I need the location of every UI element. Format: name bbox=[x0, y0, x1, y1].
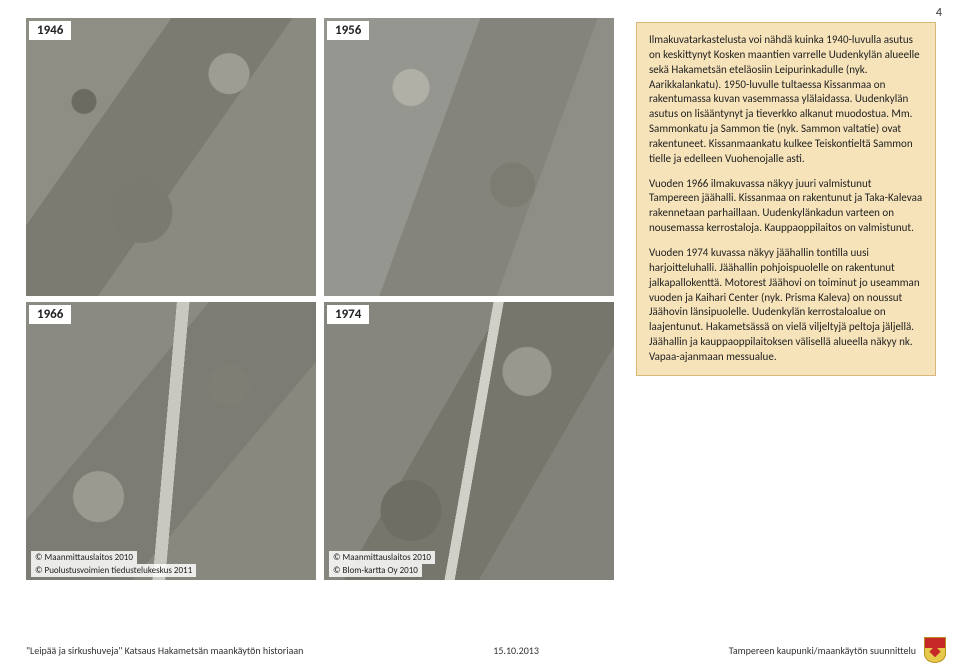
image-credit-secondary: © Puolustusvoimien tiedustelukeskus 2011 bbox=[31, 564, 196, 577]
year-label: 1974 bbox=[327, 305, 369, 324]
aerial-images-grid: 1946 1956 1966 © Maanmittauslaitos 2010 … bbox=[26, 18, 621, 580]
aerial-image-1974: 1974 © Maanmittauslaitos 2010 © Blom-kar… bbox=[324, 302, 614, 580]
aerial-photo bbox=[324, 18, 614, 296]
aerial-image-1966: 1966 © Maanmittauslaitos 2010 © Puolustu… bbox=[26, 302, 316, 580]
footer-org-text: Tampereen kaupunki/maankäytön suunnittel… bbox=[729, 644, 916, 657]
image-credit: © Maanmittauslaitos 2010 bbox=[31, 551, 137, 564]
city-crest-icon bbox=[924, 637, 946, 663]
paragraph-1: Ilmakuvatarkastelusta voi nähdä kuinka 1… bbox=[649, 33, 923, 167]
footer-date: 15.10.2013 bbox=[303, 644, 728, 657]
aerial-image-1946: 1946 bbox=[26, 18, 316, 296]
aerial-photo bbox=[26, 302, 316, 580]
footer-org: Tampereen kaupunki/maankäytön suunnittel… bbox=[729, 637, 946, 663]
image-credit-secondary: © Blom-kartta Oy 2010 bbox=[329, 564, 422, 577]
paragraph-3: Vuoden 1974 kuvassa näkyy jäähallin tont… bbox=[649, 246, 923, 365]
aerial-image-1956: 1956 bbox=[324, 18, 614, 296]
year-label: 1946 bbox=[29, 21, 71, 40]
page-number: 4 bbox=[936, 6, 942, 20]
year-label: 1956 bbox=[327, 21, 369, 40]
year-label: 1966 bbox=[29, 305, 71, 324]
description-textbox: Ilmakuvatarkastelusta voi nähdä kuinka 1… bbox=[636, 22, 936, 376]
page-footer: "Leipää ja sirkushuveja" Katsaus Hakamet… bbox=[0, 637, 960, 663]
paragraph-2: Vuoden 1966 ilmakuvassa näkyy juuri valm… bbox=[649, 177, 923, 236]
aerial-photo bbox=[324, 302, 614, 580]
footer-title: "Leipää ja sirkushuveja" Katsaus Hakamet… bbox=[26, 644, 303, 657]
image-credit: © Maanmittauslaitos 2010 bbox=[329, 551, 435, 564]
aerial-photo bbox=[26, 18, 316, 296]
